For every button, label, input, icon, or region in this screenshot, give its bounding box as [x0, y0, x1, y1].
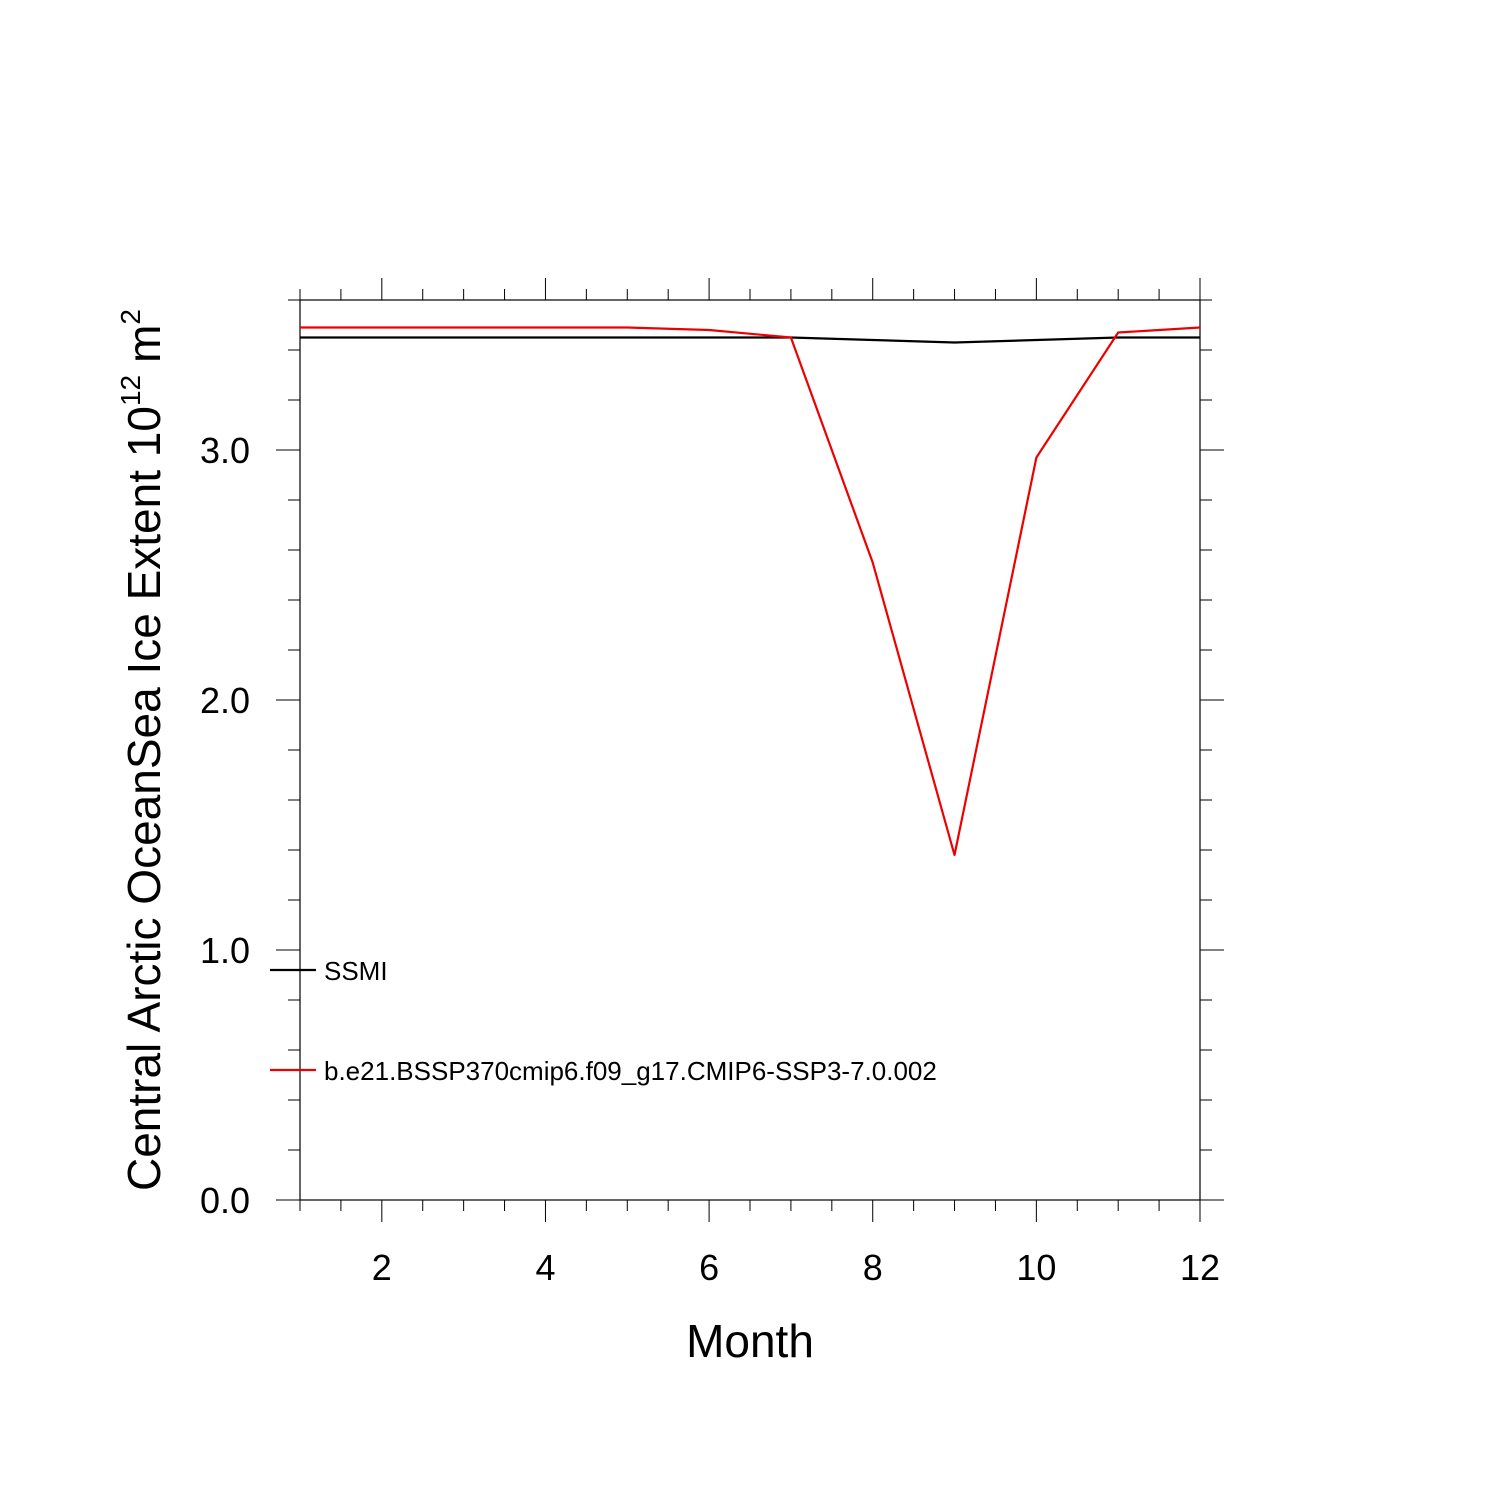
series-line-0: [300, 336, 1200, 344]
y-tick-label: 2.0: [200, 680, 250, 721]
x-tick-label: 8: [863, 1247, 883, 1288]
y-axis-title-unit: m: [118, 325, 170, 363]
y-tick-label: 3.0: [200, 430, 250, 471]
y-axis-title-unit-exponent: 2: [115, 309, 146, 325]
x-tick-label: 10: [1016, 1247, 1056, 1288]
series-layer: [300, 326, 1201, 857]
y-tick-label: 1.0: [200, 930, 250, 971]
x-tick-label: 2: [372, 1247, 392, 1288]
series-line-1: [300, 326, 1201, 857]
y-tick-label: 0.0: [200, 1180, 250, 1221]
legend-label-0: SSMI: [324, 956, 388, 986]
legend: SSMI b.e21.BSSP370cmip6.f09_g17.CMIP6-SSP…: [270, 956, 937, 1086]
x-tick-label: 6: [699, 1247, 719, 1288]
y-axis-title-exponent: 12: [115, 375, 146, 406]
legend-label-1: b.e21.BSSP370cmip6.f09_g17.CMIP6-SSP3-7.…: [324, 1056, 937, 1086]
y-axis-title-text: Central Arctic OceanSea Ice Extent 10: [118, 406, 170, 1191]
x-tick-label: 4: [535, 1247, 555, 1288]
axis-tick-labels: 2 4 6 8 10 12 0.0 1.0 2.0 3.0: [200, 430, 1220, 1288]
y-axis-title: Central Arctic OceanSea Ice Extent 1012 m…: [115, 309, 170, 1191]
axis-ticks: [276, 278, 1224, 1222]
x-tick-label: 12: [1180, 1247, 1220, 1288]
x-axis-title: Month: [686, 1315, 814, 1367]
